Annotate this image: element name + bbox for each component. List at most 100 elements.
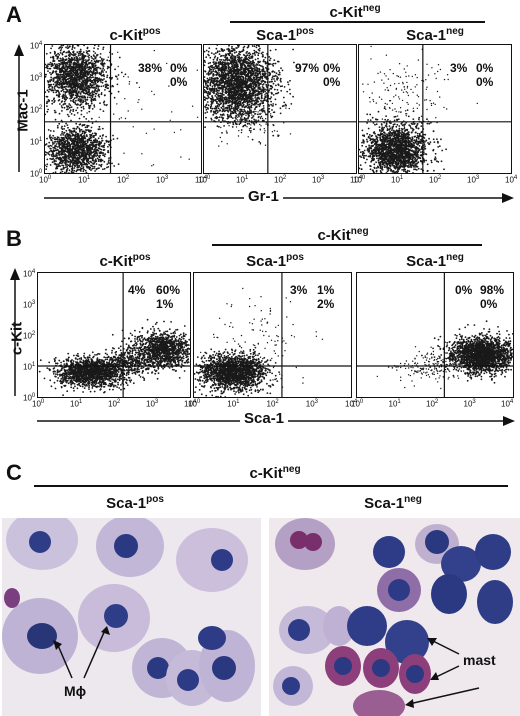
event-dot	[274, 80, 276, 83]
event-dot	[56, 81, 59, 84]
event-dot	[71, 71, 73, 73]
event-dot	[49, 83, 51, 86]
event-dot	[233, 49, 236, 52]
event-dot	[57, 165, 60, 168]
event-dot	[76, 83, 78, 86]
event-dot	[58, 140, 60, 143]
event-dot	[66, 135, 69, 138]
event-dot	[79, 58, 82, 61]
event-dot	[83, 66, 85, 68]
event-dot	[108, 159, 110, 162]
event-dot	[99, 56, 102, 59]
event-dot	[132, 126, 134, 128]
event-dot	[51, 64, 54, 66]
event-dot	[107, 166, 110, 168]
event-dot	[233, 64, 236, 67]
event-dot	[76, 45, 79, 47]
event-dot	[45, 52, 48, 55]
event-dot	[64, 63, 67, 65]
event-dot	[78, 164, 81, 167]
event-dot	[205, 108, 208, 111]
event-dot	[230, 116, 233, 119]
event-dot	[52, 83, 55, 86]
event-dot	[92, 162, 94, 165]
event-dot	[47, 63, 49, 66]
event-dot	[72, 143, 75, 146]
event-dot	[229, 67, 232, 69]
event-dot	[238, 59, 240, 62]
event-dot	[215, 47, 218, 50]
event-dot	[65, 146, 68, 149]
event-dot	[83, 159, 85, 161]
event-dot	[57, 163, 59, 165]
event-dot	[216, 80, 219, 83]
event-dot	[56, 149, 59, 151]
event-dot	[78, 157, 81, 160]
event-dot	[47, 99, 50, 101]
event-dot	[54, 89, 56, 91]
event-dot	[98, 152, 101, 155]
event-dot	[207, 90, 210, 93]
event-dot	[90, 117, 93, 120]
event-dot	[278, 73, 281, 76]
event-dot	[104, 86, 107, 89]
event-dot	[67, 57, 70, 60]
event-dot	[72, 69, 75, 72]
event-dot	[214, 95, 217, 97]
event-dot	[63, 143, 66, 146]
event-dot	[153, 49, 155, 52]
event-dot	[61, 148, 63, 150]
event-dot	[231, 103, 233, 106]
event-dot	[249, 67, 252, 69]
event-dot	[239, 62, 242, 64]
event-dot	[63, 132, 65, 134]
event-dot	[50, 78, 53, 81]
event-dot	[243, 106, 246, 109]
event-dot	[66, 150, 69, 152]
event-dot	[88, 58, 90, 61]
event-dot	[64, 162, 66, 164]
event-dot	[53, 142, 55, 145]
event-dot	[88, 104, 90, 107]
event-dot	[177, 76, 179, 79]
event-dot	[50, 56, 52, 59]
event-dot	[57, 64, 59, 67]
event-dot	[78, 57, 81, 59]
event-dot	[78, 168, 80, 171]
event-dot	[54, 136, 56, 139]
event-dot	[69, 162, 72, 165]
event-dot	[216, 59, 219, 61]
event-dot	[75, 62, 78, 65]
event-dot	[283, 104, 285, 107]
event-dot	[82, 101, 84, 104]
event-dot	[66, 78, 69, 81]
event-dot	[212, 100, 215, 103]
event-dot	[244, 91, 246, 94]
event-dot	[88, 67, 91, 70]
event-dot	[49, 144, 52, 147]
event-dot	[68, 103, 71, 105]
event-dot	[124, 73, 127, 76]
event-dot	[213, 92, 215, 95]
event-dot	[56, 126, 59, 129]
event-dot	[79, 168, 82, 171]
event-dot	[216, 45, 219, 46]
event-dot	[213, 56, 216, 59]
event-dot	[97, 94, 100, 97]
event-dot	[221, 88, 224, 90]
event-dot	[254, 91, 256, 94]
event-dot	[72, 110, 75, 112]
event-dot	[67, 59, 70, 62]
event-dot	[84, 100, 87, 102]
event-dot	[166, 62, 168, 65]
event-dot	[98, 77, 101, 80]
event-dot	[221, 65, 224, 68]
event-dot	[257, 60, 259, 63]
event-dot	[235, 79, 238, 82]
event-dot	[207, 62, 210, 65]
event-dot	[215, 71, 218, 74]
event-dot	[79, 130, 81, 133]
event-dot	[99, 79, 102, 82]
event-dot	[255, 50, 257, 53]
event-dot	[85, 150, 87, 152]
